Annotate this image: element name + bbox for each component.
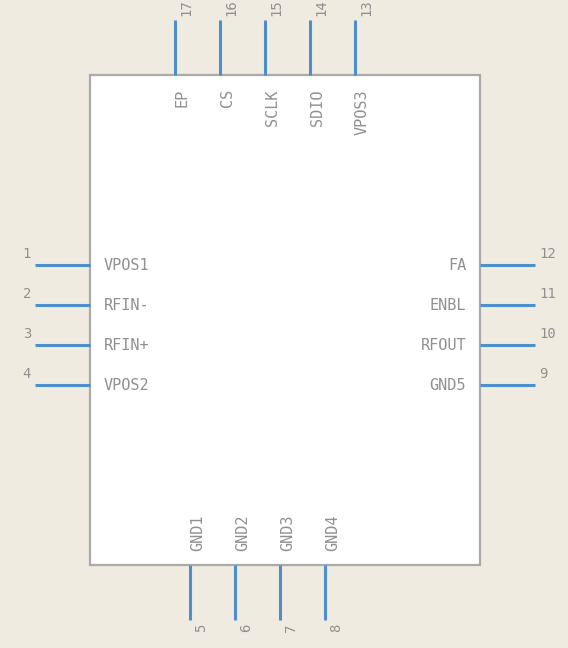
Text: GND3: GND3: [280, 515, 295, 551]
Text: VPOS1: VPOS1: [104, 257, 149, 273]
Text: GND2: GND2: [235, 515, 250, 551]
Text: RFOUT: RFOUT: [420, 338, 466, 353]
Text: 1: 1: [23, 247, 31, 261]
Text: FA: FA: [448, 257, 466, 273]
Text: CS: CS: [220, 89, 235, 108]
Bar: [90, 75, 480, 565]
Text: RFIN+: RFIN+: [104, 338, 149, 353]
Text: 4: 4: [23, 367, 31, 381]
Text: SDIO: SDIO: [310, 89, 325, 126]
Text: ENBL: ENBL: [429, 297, 466, 312]
Text: VPOS3: VPOS3: [355, 89, 370, 135]
Text: 8: 8: [329, 624, 343, 632]
Text: GND5: GND5: [429, 378, 466, 393]
Text: 2: 2: [23, 287, 31, 301]
Text: 3: 3: [23, 327, 31, 341]
Text: 15: 15: [269, 0, 283, 16]
Text: VPOS2: VPOS2: [104, 378, 149, 393]
Text: GND1: GND1: [190, 515, 205, 551]
Text: 13: 13: [359, 0, 373, 16]
Text: 9: 9: [539, 367, 548, 381]
Text: RFIN-: RFIN-: [104, 297, 149, 312]
Text: 12: 12: [539, 247, 556, 261]
Text: 14: 14: [314, 0, 328, 16]
Text: 10: 10: [539, 327, 556, 341]
Text: SCLK: SCLK: [265, 89, 280, 126]
Text: 5: 5: [194, 624, 208, 632]
Text: GND4: GND4: [325, 515, 340, 551]
Text: 16: 16: [224, 0, 238, 16]
Text: 6: 6: [239, 624, 253, 632]
Text: 7: 7: [284, 624, 298, 632]
Text: 11: 11: [539, 287, 556, 301]
Text: EP: EP: [175, 89, 190, 108]
Text: 17: 17: [179, 0, 193, 16]
